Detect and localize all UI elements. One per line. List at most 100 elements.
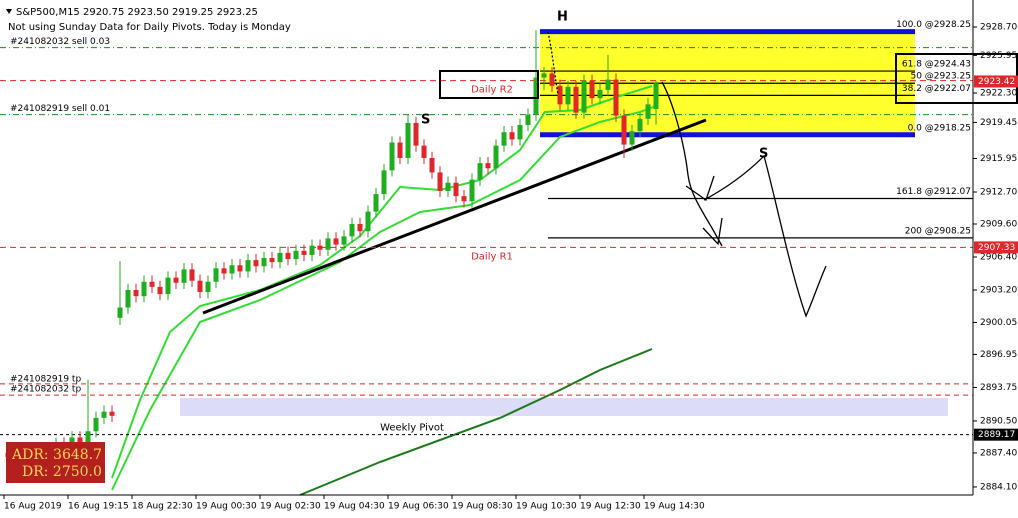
- candle-body: [245, 260, 251, 272]
- annotation: H: [557, 10, 568, 25]
- x-tick-label: 19 Aug 14:30: [644, 502, 705, 512]
- candle-body: [333, 238, 339, 245]
- ma-slow: [299, 348, 653, 496]
- fib-label: 38.2 @2922.07: [902, 84, 971, 94]
- candle-body: [477, 163, 483, 180]
- candle-body: [149, 281, 155, 287]
- zone: [180, 398, 948, 416]
- fib-label: 50 @2923.25: [910, 72, 971, 82]
- candle-body: [117, 307, 123, 318]
- candle-body: [93, 417, 99, 432]
- candle-body: [541, 73, 547, 78]
- candle-body: [141, 281, 147, 297]
- candle-body: [381, 170, 387, 195]
- order-label: #241082032 tp: [10, 385, 81, 395]
- candle-body: [261, 258, 267, 267]
- y-tick-label: 2890.50: [980, 416, 1017, 426]
- x-tick-label: 19 Aug 00:30: [196, 502, 257, 512]
- x-tick-label: 19 Aug 02:30: [260, 502, 321, 512]
- trendline: [202, 118, 707, 315]
- y-tick-label: 2887.40: [980, 448, 1017, 458]
- candle-body: [309, 245, 315, 255]
- fib-label: 161.8 @2912.07: [896, 187, 971, 197]
- order-label: #241082919 sell 0.01: [10, 104, 110, 114]
- y-tick-label: 2900.05: [980, 318, 1017, 328]
- y-tick-label: 2903.20: [980, 285, 1017, 295]
- fib-label: 61.8 @2924.43: [902, 60, 971, 70]
- candle-body: [317, 245, 323, 250]
- candle-body: [405, 122, 411, 158]
- candle-body: [101, 411, 107, 418]
- y-tick-label: 2909.60: [980, 219, 1017, 229]
- candle-body: [173, 277, 179, 283]
- x-tick-label: 19 Aug 06:30: [388, 502, 449, 512]
- candle-body: [213, 268, 219, 282]
- candle-body: [581, 80, 587, 113]
- candle-body: [621, 115, 627, 145]
- x-tick-label: 19 Aug 12:30: [580, 502, 641, 512]
- annotation: S: [759, 147, 768, 162]
- candle-body: [237, 265, 243, 272]
- x-tick-label: 18 Aug 22:30: [132, 502, 193, 512]
- annotation: S: [421, 113, 430, 128]
- fib-label: 0.0 @2918.25: [908, 123, 971, 133]
- candle-body: [613, 79, 619, 116]
- pivot-label: Daily R2: [471, 85, 513, 96]
- candle-body: [197, 280, 203, 293]
- order-label: #241082032 sell 0.03: [10, 37, 110, 47]
- candle-body: [517, 124, 523, 140]
- candle-body: [277, 252, 283, 263]
- candle-body: [421, 145, 427, 158]
- candle-body: [165, 277, 171, 295]
- drawn-arrow: [685, 175, 715, 202]
- x-tick-label: 19 Aug 10:30: [516, 502, 577, 512]
- candle-body: [181, 269, 187, 283]
- y-tick-label: 2884.10: [980, 482, 1017, 492]
- y-tick-label: 2922.30: [980, 89, 1017, 99]
- candle-body: [509, 132, 515, 140]
- x-tick-label: 16 Aug 2019: [4, 502, 62, 512]
- candle-body: [573, 86, 579, 113]
- candle-body: [637, 118, 643, 132]
- pivot-label: Daily R1: [471, 251, 513, 262]
- candle-body: [325, 238, 331, 250]
- candle-body: [445, 182, 451, 191]
- y-tick-label: 2896.95: [980, 350, 1017, 360]
- x-tick-label: 19 Aug 04:30: [324, 502, 385, 512]
- candle-body: [589, 80, 595, 99]
- frame: [439, 70, 539, 99]
- candle-body: [461, 196, 467, 202]
- y-tick-label: 2912.70: [980, 188, 1017, 198]
- price-tag: [974, 241, 1018, 254]
- candle-body: [109, 411, 115, 416]
- drawn-arrow: [702, 217, 723, 246]
- candle-body: [365, 211, 371, 232]
- price-tag: [974, 75, 1018, 88]
- candle-body: [349, 223, 355, 237]
- fib-label: 100.0 @2928.25: [896, 20, 971, 30]
- candle-body: [469, 179, 475, 202]
- adr: ADR: 3648.7: [11, 447, 102, 463]
- candle-body: [205, 281, 211, 293]
- candle-body: [189, 269, 195, 281]
- candle-body: [253, 260, 259, 267]
- candle-body: [413, 122, 419, 146]
- menu-arrow[interactable]: [6, 9, 12, 14]
- candle-body: [373, 194, 379, 212]
- candle-body: [605, 79, 611, 90]
- drawn-path: [661, 81, 723, 247]
- candle-body: [493, 145, 499, 169]
- candle-body: [397, 142, 403, 158]
- ma-fast: [111, 85, 653, 479]
- candle-body: [301, 250, 307, 255]
- candle-body: [549, 73, 555, 86]
- candle-body: [269, 258, 275, 263]
- candle-body: [653, 83, 659, 110]
- dr: DR: 2750.0: [22, 464, 102, 480]
- candle-body: [157, 286, 163, 295]
- ma-mid: [111, 105, 657, 491]
- price-tag-label: 2889.17: [978, 430, 1015, 440]
- candle-body: [629, 131, 635, 145]
- price-tag: [974, 428, 1018, 441]
